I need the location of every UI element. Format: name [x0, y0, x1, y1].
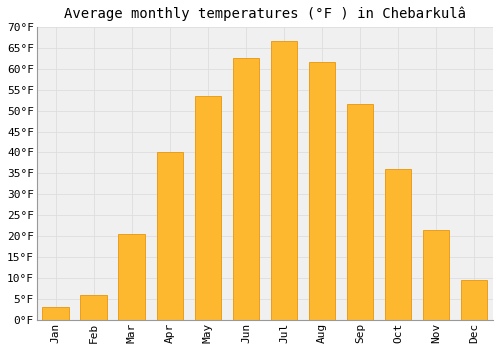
- Bar: [42, 307, 69, 320]
- Bar: [422, 230, 450, 320]
- Bar: [118, 234, 145, 320]
- Bar: [308, 62, 335, 320]
- Title: Average monthly temperatures (°F ) in Chebarkulâ: Average monthly temperatures (°F ) in Ch…: [64, 7, 466, 21]
- Bar: [80, 295, 107, 320]
- Bar: [156, 153, 183, 320]
- Bar: [384, 169, 411, 320]
- Bar: [270, 41, 297, 320]
- Bar: [346, 104, 374, 320]
- Bar: [194, 96, 221, 320]
- Bar: [232, 58, 259, 320]
- Bar: [460, 280, 487, 320]
